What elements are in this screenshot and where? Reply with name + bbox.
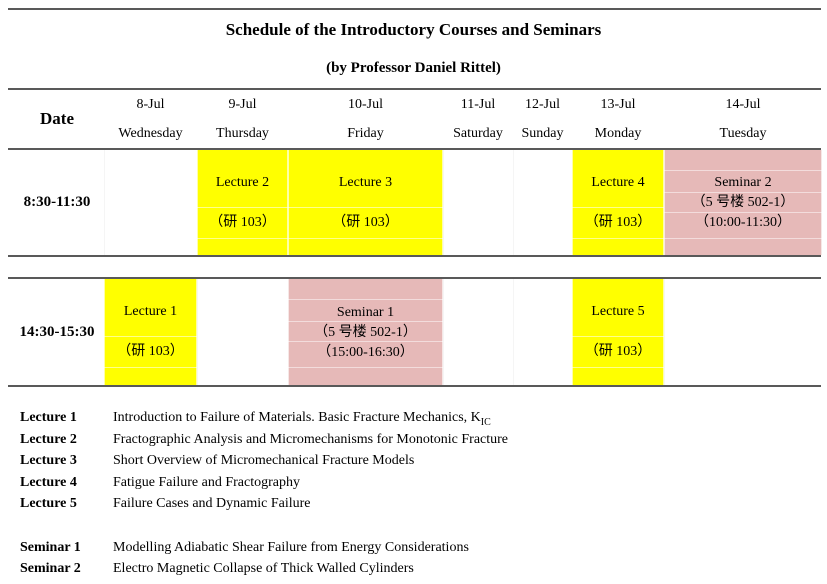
header-day-monday: 13-Jul Monday [572, 90, 664, 148]
page-title: Schedule of the Introductory Courses and… [225, 20, 602, 39]
legend-lecture-5: Lecture 5 Failure Cases and Dynamic Failu… [20, 493, 815, 515]
rule-below-title [8, 88, 821, 90]
page-subtitle: (by Professor Daniel Rittel) [326, 60, 501, 76]
lecture-room: （研 103） [209, 214, 276, 230]
rule-below-row2 [8, 385, 821, 387]
legend-label: Lecture 3 [20, 453, 77, 468]
legend-label: Seminar 2 [20, 561, 81, 576]
legend-description: Fatigue Failure and Fractography [113, 474, 301, 490]
seminar-time: （10:00-11:30） [695, 215, 791, 230]
legend-seminar-2: Seminar 2 Electro Magnetic Collapse of Th… [20, 558, 815, 580]
header-weekday: Tuesday [719, 126, 767, 141]
schedule-cell-lecture-3: Lecture 3 （研 103） [288, 150, 443, 255]
legend: Lecture 1 Introduction to Failure of Mate… [20, 407, 815, 580]
header-day-saturday: 11-Jul Saturday [443, 90, 513, 148]
legend-label: Seminar 1 [20, 539, 81, 555]
legend-label: Lecture 2 [20, 431, 77, 447]
legend-lecture-4: Lecture 4 Fatigue Failure and Fractograph… [20, 472, 815, 494]
legend-spacer [20, 515, 815, 537]
schedule-cell-empty [513, 279, 572, 385]
schedule-cell-empty [443, 279, 513, 385]
header-date: 9-Jul [228, 97, 257, 112]
legend-description: Fractographic Analysis and Micromechanis… [113, 431, 509, 447]
schedule-cell-empty [513, 150, 572, 255]
seminar-location: （5 号楼 502-1） [314, 324, 417, 340]
subscript-kic: IC [480, 416, 491, 428]
header-date: 13-Jul [600, 97, 636, 112]
schedule-cell-empty [443, 150, 513, 255]
seminar-time: （15:00-16:30） [317, 344, 414, 360]
header-date: 10-Jul [348, 97, 383, 112]
schedule-cell-lecture-4: Lecture 4 （研 103） [572, 150, 664, 255]
time-slot-morning: 8:30-11:30 [23, 194, 91, 210]
seminar-location: （5 号楼 502-1） [691, 195, 795, 210]
header-day-sunday: 12-Jul Sunday [513, 90, 572, 148]
legend-description: Failure Cases and Dynamic Failure [113, 496, 311, 511]
legend-lecture-2: Lecture 2 Fractographic Analysis and Micr… [20, 429, 815, 451]
rule-below-header [8, 148, 821, 150]
lecture-title: Lecture 2 [215, 174, 270, 190]
header-date: 8-Jul [136, 97, 165, 112]
legend-label: Lecture 1 [20, 410, 77, 425]
schedule-cell-lecture-5: Lecture 5 （研 103） [572, 279, 664, 385]
legend-lecture-1: Lecture 1 Introduction to Failure of Mate… [20, 407, 815, 429]
schedule-cell-seminar-1: Seminar 1 （5 号楼 502-1） （15:00-16:30） [288, 279, 443, 385]
rule-below-row1 [8, 255, 821, 257]
lecture-room: （研 103） [584, 214, 652, 230]
header-weekday: Saturday [453, 126, 503, 141]
legend-description: Short Overview of Micromechanical Fractu… [113, 453, 415, 468]
header-weekday: Sunday [521, 126, 564, 141]
time-slot-afternoon: 14:30-15:30 [19, 323, 95, 340]
schedule-cell-lecture-1: Lecture 1 （研 103） [104, 279, 197, 385]
rule-above-row2 [8, 277, 821, 279]
lecture-title: Lecture 1 [123, 304, 178, 319]
schedule-cell-seminar-2: Seminar 2 （5 号楼 502-1） （10:00-11:30） [664, 150, 822, 255]
lecture-room: （研 103） [332, 214, 399, 230]
header-weekday: Monday [594, 126, 642, 141]
header-date: 14-Jul [725, 97, 761, 112]
header-date: 12-Jul [525, 97, 560, 112]
legend-seminar-1: Seminar 1 Modelling Adiabatic Shear Failu… [20, 537, 815, 559]
header-day-wednesday: 8-Jul Wednesday [104, 90, 197, 148]
lecture-room: （研 103） [584, 344, 652, 359]
seminar-title: Seminar 2 [714, 175, 772, 190]
legend-description: Introduction to Failure of Materials. Ba… [113, 410, 491, 428]
legend-description: Modelling Adiabatic Shear Failure from E… [113, 539, 469, 555]
lecture-title: Lecture 3 [338, 174, 393, 190]
lecture-title: Lecture 5 [591, 304, 645, 319]
header-day-tuesday: 14-Jul Tuesday [664, 90, 822, 148]
header-day-thursday: 9-Jul Thursday [197, 90, 288, 148]
lecture-title: Lecture 4 [591, 174, 645, 190]
header-weekday: Thursday [216, 126, 269, 141]
header-weekday: Friday [347, 126, 384, 141]
schedule-cell-empty [664, 279, 822, 385]
header-date: 11-Jul [460, 97, 496, 112]
schedule-cell-empty [104, 150, 197, 255]
schedule-cell-lecture-2: Lecture 2 （研 103） [197, 150, 288, 255]
header-weekday: Wednesday [118, 126, 183, 141]
schedule-cell-empty [197, 279, 288, 385]
rule-top [8, 8, 821, 10]
legend-label: Lecture 4 [20, 474, 77, 490]
legend-description: Electro Magnetic Collapse of Thick Walle… [113, 561, 414, 576]
seminar-title: Seminar 1 [336, 304, 395, 320]
header-date-label: Date [40, 109, 74, 128]
lecture-room: （研 103） [117, 344, 184, 359]
legend-label: Lecture 5 [20, 496, 77, 511]
header-day-friday: 10-Jul Friday [288, 90, 443, 148]
legend-lecture-3: Lecture 3 Short Overview of Micromechanic… [20, 450, 815, 472]
